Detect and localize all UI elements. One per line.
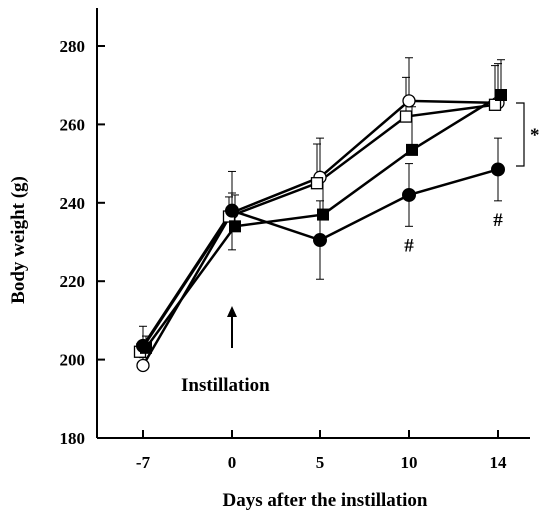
instillation-label: Instillation bbox=[181, 375, 270, 396]
data-point bbox=[491, 162, 505, 177]
data-point bbox=[402, 187, 416, 202]
data-point bbox=[402, 94, 416, 108]
x-axis-label: Days after the instillation bbox=[223, 490, 428, 511]
x-tick-label: 10 bbox=[401, 453, 418, 472]
x-tick-label: 0 bbox=[228, 453, 237, 472]
data-point bbox=[406, 143, 418, 156]
data-point bbox=[310, 177, 324, 190]
significance-asterisk: * bbox=[530, 125, 540, 146]
data-point bbox=[399, 110, 413, 123]
y-tick-label: 260 bbox=[60, 115, 86, 134]
series-markers bbox=[133, 89, 507, 373]
data-point bbox=[225, 203, 239, 218]
y-tick-label: 240 bbox=[60, 194, 86, 213]
significance-bracket bbox=[516, 102, 525, 167]
data-point bbox=[317, 208, 329, 221]
significance-hash: # bbox=[404, 235, 414, 256]
axes: 180 200 220 240 260 280 -7 0 5 10 14 bbox=[60, 8, 530, 472]
instillation-arrowhead bbox=[227, 306, 237, 317]
data-point bbox=[229, 220, 241, 233]
y-tick-label: 180 bbox=[60, 429, 86, 448]
annotations: Instillation # # * bbox=[181, 102, 540, 396]
x-tick-label: 14 bbox=[490, 453, 508, 472]
y-tick-label: 200 bbox=[60, 351, 86, 370]
series-line bbox=[138, 103, 496, 353]
significance-hash: # bbox=[493, 210, 503, 231]
data-point bbox=[313, 233, 327, 248]
y-tick-label: 220 bbox=[60, 272, 86, 291]
x-tick-label: 5 bbox=[316, 453, 325, 472]
data-point bbox=[136, 338, 150, 353]
data-point bbox=[495, 89, 507, 101]
y-tick-label: 280 bbox=[60, 37, 86, 56]
y-axis-label: Body weight (g) bbox=[8, 176, 29, 304]
series-line bbox=[144, 93, 502, 349]
x-tick-label: -7 bbox=[136, 453, 151, 472]
data-point bbox=[136, 358, 150, 373]
